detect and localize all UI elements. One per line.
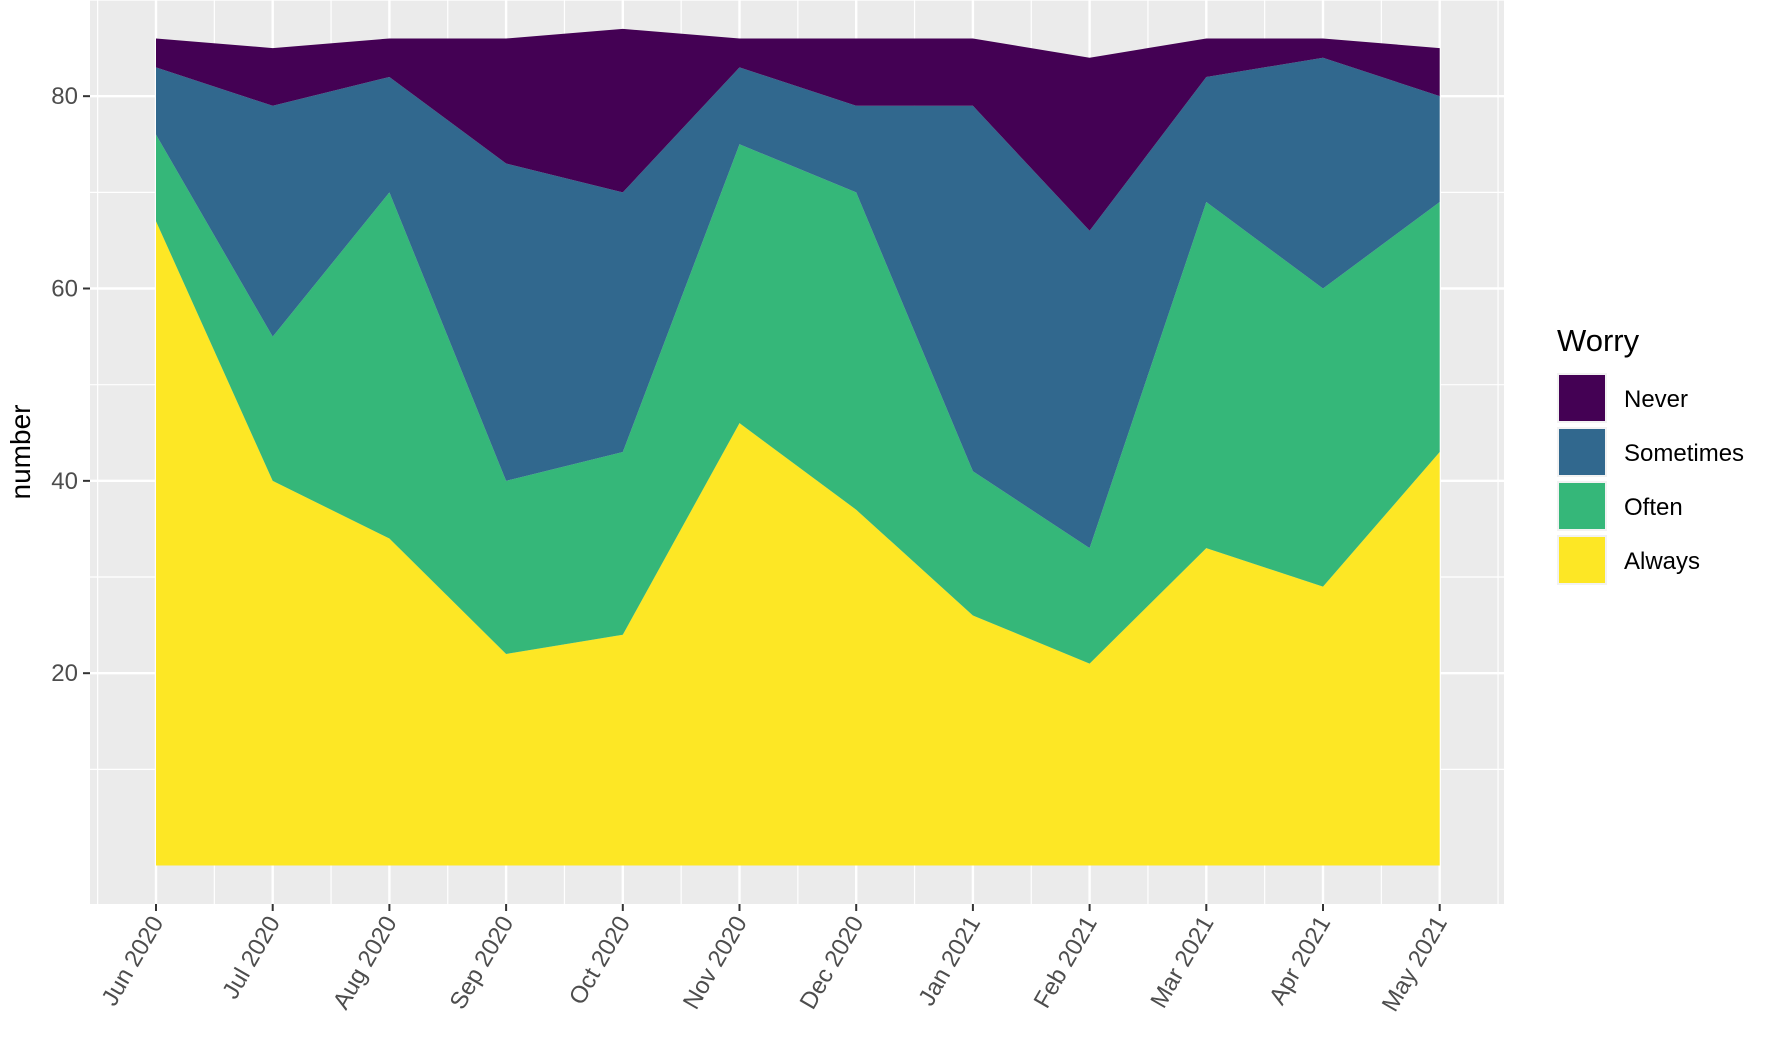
legend-swatch-always (1559, 537, 1605, 583)
legend-label-always: Always (1624, 548, 1700, 575)
legend-swatch-sometimes (1559, 429, 1605, 475)
legend: Worry Never Sometimes Often Always (1557, 323, 1744, 585)
y-tick-label: 60 (51, 276, 78, 303)
y-tick-label: 20 (51, 660, 78, 687)
legend-swatch-never (1559, 375, 1605, 421)
x-axis: Jun 2020 Jul 2020 Aug 2020 Sep 2020 Oct 2020… (96, 904, 1453, 1017)
stacked-areas (156, 28, 1440, 866)
x-tick-label: Sep 2020 (445, 912, 520, 1014)
area-sometimes (156, 57, 1440, 549)
x-tick-label: Nov 2020 (678, 912, 753, 1014)
x-tick-label: Mar 2021 (1145, 912, 1219, 1013)
legend-items: Never Sometimes Often Always (1557, 373, 1744, 585)
x-tick-label: Jul 2020 (217, 912, 286, 1004)
x-tick-label: Feb 2021 (1029, 912, 1103, 1013)
x-tick-label: Oct 2020 (564, 912, 636, 1010)
y-tick-label: 40 (51, 468, 78, 495)
legend-label-sometimes: Sometimes (1624, 440, 1744, 467)
area-never (156, 28, 1440, 231)
x-tick-label: Jan 2021 (913, 912, 986, 1011)
legend-title: Worry (1557, 323, 1640, 358)
area-often (156, 134, 1440, 664)
legend-label-never: Never (1624, 386, 1688, 413)
area-always (156, 221, 1440, 866)
x-tick-label: Dec 2020 (795, 912, 870, 1014)
x-tick-label: Jun 2020 (96, 912, 169, 1011)
legend-label-often: Often (1624, 494, 1683, 521)
y-tick-label: 80 (51, 83, 78, 110)
x-tick-label: Apr 2021 (1264, 912, 1336, 1010)
legend-swatch-often (1559, 483, 1605, 529)
x-tick-label: May 2021 (1377, 912, 1453, 1017)
y-axis-title: number (5, 405, 36, 500)
x-tick-label: Aug 2020 (328, 912, 403, 1014)
y-axis: 20 40 60 80 (51, 83, 90, 687)
